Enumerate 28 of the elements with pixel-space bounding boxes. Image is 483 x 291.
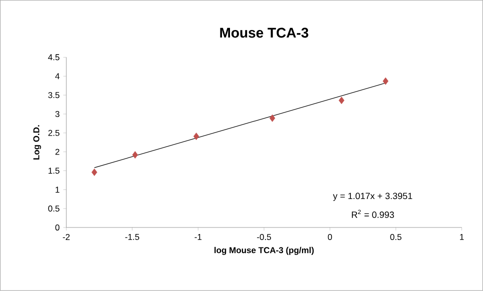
y-tick-label: 4 xyxy=(55,73,60,80)
point xyxy=(338,96,344,104)
y-tick-label: 0.5 xyxy=(48,206,60,212)
y-axis-title: Log O.D. xyxy=(33,125,42,160)
y-tick-label: 2.5 xyxy=(48,130,60,136)
x-tick-label: -1 xyxy=(194,234,202,240)
y-tick-label: 1 xyxy=(56,186,60,193)
y-tick-label: 3.5 xyxy=(48,92,60,98)
y-tick-label: 4.5 xyxy=(48,54,60,60)
chart-title: Mouse TCA-3 xyxy=(220,28,308,38)
x-tick-label: -2 xyxy=(62,234,70,240)
annotation: R$^{2}$ = 0.993 xyxy=(352,210,394,218)
point xyxy=(132,151,138,159)
x-tick-label: 0.5 xyxy=(390,234,402,240)
y-tick-label: 1.5 xyxy=(48,168,60,174)
point xyxy=(270,114,276,122)
point xyxy=(92,168,98,176)
annotation: y = 1.017x + 3.3951 xyxy=(332,192,412,202)
point xyxy=(193,132,200,140)
x-tick-label: 0 xyxy=(328,234,332,240)
x-tick-label: -0.5 xyxy=(257,234,272,240)
y-tick-label: 0 xyxy=(55,224,60,231)
x-tick-label: 1 xyxy=(460,234,464,240)
y-tick-label: 3 xyxy=(55,111,60,118)
y-tick-label: 2 xyxy=(55,148,60,155)
x-axis-title: log Mouse TCA-3 (pg/ml) xyxy=(214,247,314,256)
point xyxy=(382,78,388,85)
x-tick-label: -1.5 xyxy=(125,234,140,240)
